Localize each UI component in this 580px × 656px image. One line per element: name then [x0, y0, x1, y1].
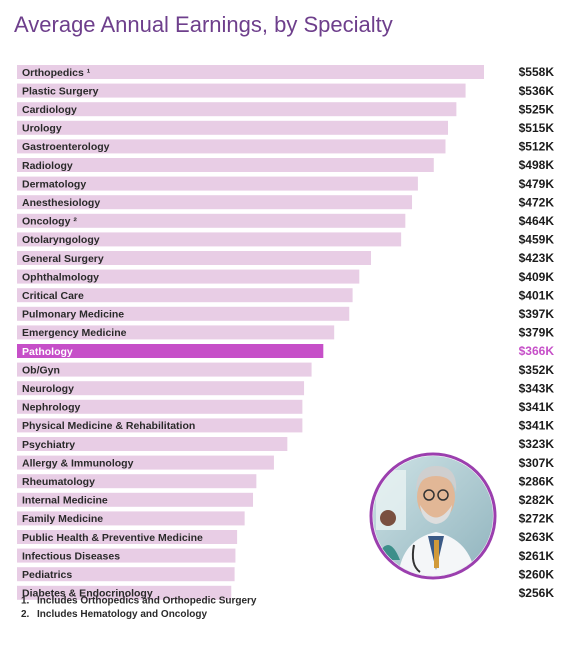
bar: [17, 251, 372, 265]
category-label: Pulmonary Medicine: [22, 309, 124, 321]
bar-group: Orthopedics ¹ $558K Plastic Surgery $536K Ca…: [17, 65, 554, 600]
bar: [17, 325, 335, 340]
category-label: Neurology: [22, 383, 74, 395]
value-label: $286K: [519, 474, 555, 488]
value-label: $525K: [519, 102, 555, 116]
footnote-marker: 2.: [21, 609, 30, 620]
doctor-photo: [369, 452, 497, 580]
value-label: $512K: [519, 140, 555, 154]
footnote-text: Includes Hematology and Oncology: [37, 609, 207, 620]
bar: [17, 213, 406, 228]
value-label: $459K: [519, 233, 555, 247]
category-label: Anesthesiology: [22, 197, 100, 209]
category-label: Critical Care: [22, 290, 84, 302]
category-label: Pediatrics: [22, 569, 72, 581]
bar: [17, 362, 312, 377]
bar: [17, 139, 446, 154]
category-label: Dermatology: [22, 178, 86, 190]
value-label: $272K: [519, 512, 555, 526]
value-label: $498K: [519, 158, 555, 172]
bar: [17, 455, 274, 470]
category-label: Physical Medicine & Rehabilitation: [22, 420, 195, 432]
bar: [17, 344, 324, 358]
value-label: $260K: [519, 567, 555, 581]
value-label: $479K: [519, 177, 555, 191]
category-label: General Surgery: [22, 253, 104, 265]
value-label: $472K: [519, 195, 555, 209]
category-label: Rheumatology: [22, 476, 95, 488]
bar: [17, 83, 466, 98]
category-label: Infectious Diseases: [22, 550, 120, 562]
bar: [17, 120, 449, 135]
bar: [17, 511, 245, 526]
chart-title: Average Annual Earnings, by Specialty: [14, 12, 393, 37]
bar: [17, 418, 303, 433]
bar: [17, 306, 350, 321]
value-label: $558K: [519, 65, 555, 79]
value-label: $307K: [519, 456, 555, 470]
category-label: Oncology ²: [22, 216, 77, 228]
value-label: $282K: [519, 493, 555, 507]
category-label: Otolaryngology: [22, 234, 100, 246]
bar: [17, 269, 360, 284]
category-label: Ob/Gyn: [22, 364, 60, 376]
bar: [17, 176, 418, 191]
bar: [17, 437, 288, 451]
bar: [17, 195, 413, 210]
bar: [17, 381, 305, 396]
value-label: $536K: [519, 84, 555, 98]
footnote-text: Includes Orthopedics and Orthopedic Surg…: [37, 596, 257, 607]
category-label: Cardiology: [22, 104, 77, 116]
bar: [17, 158, 434, 172]
category-label: Nephrology: [22, 402, 80, 414]
bar: [17, 65, 484, 79]
bar: [17, 585, 232, 600]
value-label: $343K: [519, 381, 555, 395]
category-label: Orthopedics ¹: [22, 67, 91, 79]
category-label: Gastroenterology: [22, 141, 110, 153]
value-label: $409K: [519, 270, 555, 284]
value-label: $379K: [519, 326, 555, 340]
bar: [17, 232, 402, 247]
category-label: Emergency Medicine: [22, 327, 127, 339]
photo-image: [373, 456, 493, 576]
value-label: $341K: [519, 419, 555, 433]
footnotes: 1. Includes Orthopedics and Orthopedic Su…: [21, 596, 257, 621]
bar: [17, 288, 353, 303]
category-label: Diabetes & Endocrinology: [22, 588, 153, 600]
value-label: $323K: [519, 437, 555, 451]
bar: [17, 474, 257, 489]
category-label: Allergy & Immunology: [22, 457, 134, 469]
bar: [17, 102, 457, 117]
value-label: $515K: [519, 121, 555, 135]
value-label: $401K: [519, 288, 555, 302]
category-label: Pathology: [22, 346, 73, 358]
value-label: $263K: [519, 530, 555, 544]
bar: [17, 399, 303, 414]
bar: [17, 492, 254, 507]
value-label: $256K: [519, 586, 555, 600]
bar: [17, 567, 235, 582]
footnote-marker: 1.: [21, 596, 30, 607]
category-label: Public Health & Preventive Medicine: [22, 532, 203, 544]
category-label: Ophthalmology: [22, 271, 99, 283]
bar: [17, 548, 236, 563]
category-label: Family Medicine: [22, 513, 103, 525]
category-label: Urology: [22, 123, 62, 135]
value-label: $423K: [519, 251, 555, 265]
category-label: Radiology: [22, 160, 73, 172]
value-label: $366K: [519, 344, 555, 358]
category-label: Plastic Surgery: [22, 85, 99, 97]
category-label: Internal Medicine: [22, 495, 108, 507]
value-label: $464K: [519, 214, 555, 228]
bar: [17, 530, 238, 544]
value-label: $352K: [519, 363, 555, 377]
value-label: $397K: [519, 307, 555, 321]
value-label: $261K: [519, 549, 555, 563]
category-label: Psychiatry: [22, 439, 75, 451]
value-label: $341K: [519, 400, 555, 414]
